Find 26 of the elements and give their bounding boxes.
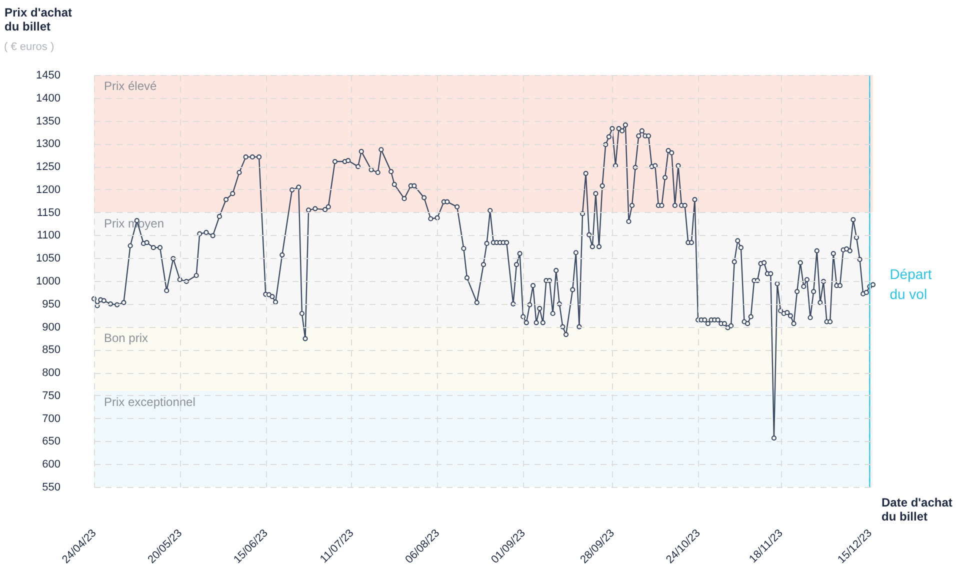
y-tick-label: 850 — [42, 344, 60, 356]
band-label: Bon prix — [104, 330, 148, 345]
y-tick-label: 1000 — [36, 276, 60, 288]
y-tick-label: 1350 — [36, 115, 60, 128]
y-tick-label: 750 — [42, 390, 60, 402]
y-tick-label: 550 — [42, 482, 60, 494]
y-tick-label: 1200 — [36, 184, 60, 196]
y-tick-label: 800 — [42, 367, 60, 380]
y-tick-label: 650 — [42, 436, 60, 448]
y-tick-label: 1300 — [36, 138, 60, 150]
text: ( € euros ) — [4, 41, 54, 53]
y-tick-label: 1250 — [36, 161, 60, 174]
y-tick-label: 1400 — [36, 92, 60, 104]
x-axis-title: Date d'achat du billet — [882, 496, 952, 524]
band-label: Prix élevé — [104, 79, 158, 93]
y-tick-label: 900 — [42, 321, 60, 334]
y-tick-label: 600 — [42, 458, 60, 471]
y-tick-label: 1100 — [36, 230, 60, 242]
y-tick-label: 1150 — [36, 206, 60, 219]
y-tick-label: 700 — [42, 412, 60, 425]
y-tick-label: 1050 — [36, 252, 60, 265]
band-label: Prix exceptionnel — [104, 394, 196, 409]
ref-line-label: Départ du vol — [890, 266, 932, 302]
y-axis-title: Prix d'achat du billet — [4, 6, 72, 34]
y-tick-label: 1450 — [36, 70, 60, 82]
y-tick-label: 950 — [42, 298, 60, 310]
